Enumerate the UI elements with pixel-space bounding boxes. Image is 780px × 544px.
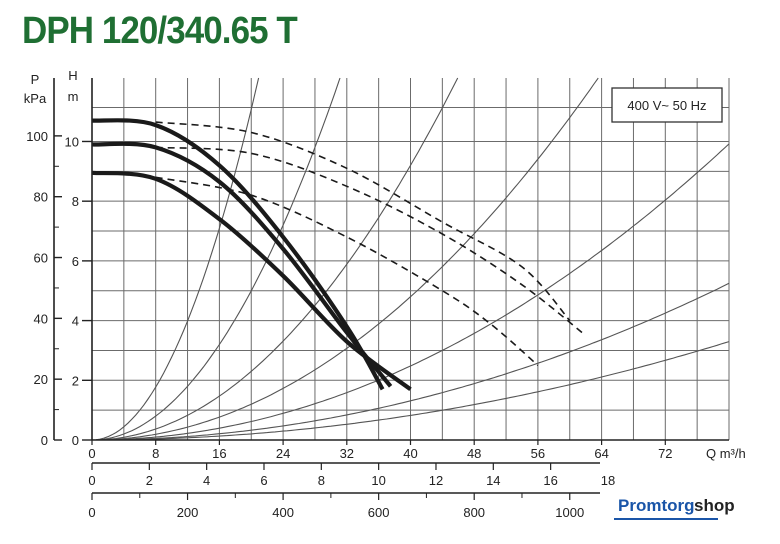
q-tick-label: 0 [88, 446, 95, 461]
system-curve [91, 77, 260, 441]
annotation-text: 400 V~ 50 Hz [627, 98, 706, 113]
p-axis-unit: kPa [24, 91, 47, 106]
q-tick-label: 16 [212, 446, 226, 461]
q-tick-label: 48 [467, 446, 481, 461]
h-axis-label: H [68, 68, 77, 83]
chart-title: DPH 120/340.65 T [22, 10, 298, 52]
q-tick-label: 40 [403, 446, 417, 461]
h-tick-label: 4 [72, 314, 79, 329]
q2-tick-label: 16 [543, 473, 557, 488]
annotation-box [611, 87, 723, 123]
h-tick-label: 0 [72, 433, 79, 448]
q3-tick-label: 0 [88, 505, 95, 520]
q3-tick-label: 1000 [555, 505, 584, 520]
q2-tick-label: 12 [429, 473, 443, 488]
q2-tick-label: 0 [88, 473, 95, 488]
watermark-underline [614, 518, 718, 520]
q3-tick-label: 200 [177, 505, 199, 520]
q2-tick-label: 14 [486, 473, 500, 488]
p-tick-label: 60 [34, 251, 48, 266]
h-axis-unit: m [68, 89, 79, 104]
h-tick-label: 6 [72, 254, 79, 269]
system-curve [92, 77, 459, 441]
dashed-curve [155, 146, 587, 337]
chart-axes [53, 78, 729, 500]
q-tick-label: 8 [152, 446, 159, 461]
system-curve [91, 77, 341, 441]
pump-curve [91, 170, 412, 391]
pump-curve [91, 118, 385, 391]
p-axis-label: P [31, 72, 40, 87]
h-tick-label: 2 [72, 373, 79, 388]
q3-tick-label: 400 [272, 505, 294, 520]
p-tick-label: 80 [34, 190, 48, 205]
h-tick-label: 10 [65, 134, 79, 149]
watermark-part1: Promtorg [618, 496, 695, 515]
q-tick-label: 64 [594, 446, 608, 461]
p-tick-label: 20 [34, 372, 48, 387]
pump-curve [91, 141, 393, 388]
q-tick-label: 32 [340, 446, 354, 461]
q-tick-label: 24 [276, 446, 290, 461]
q2-tick-label: 2 [146, 473, 153, 488]
p-tick-label: 40 [34, 311, 48, 326]
system-curve [92, 143, 730, 441]
p-tick-label: 0 [41, 433, 48, 448]
q2-tick-label: 10 [371, 473, 385, 488]
p-tick-label: 100 [26, 129, 48, 144]
q-axis-label: Q m³/h [706, 446, 746, 461]
q2-tick-label: 6 [260, 473, 267, 488]
watermark-logo: Promtorg shop [608, 494, 758, 524]
system-curve [92, 77, 599, 441]
system-curves [91, 77, 730, 441]
system-curve [92, 341, 730, 441]
q-tick-label: 72 [658, 446, 672, 461]
dashed-curve [155, 121, 571, 322]
q3-tick-label: 800 [463, 505, 485, 520]
pump-curves [91, 118, 587, 391]
q-tick-label: 56 [531, 446, 545, 461]
voltage-annotation: 400 V~ 50 Hz [611, 87, 723, 123]
q3-tick-label: 600 [368, 505, 390, 520]
h-tick-label: 8 [72, 194, 79, 209]
dashed-curve [155, 176, 539, 367]
watermark-part2: shop [694, 496, 735, 515]
q2-tick-label: 8 [318, 473, 325, 488]
q2-tick-label-partial: 18 [601, 473, 615, 488]
system-curve [92, 282, 730, 441]
q2-tick-label: 4 [203, 473, 210, 488]
